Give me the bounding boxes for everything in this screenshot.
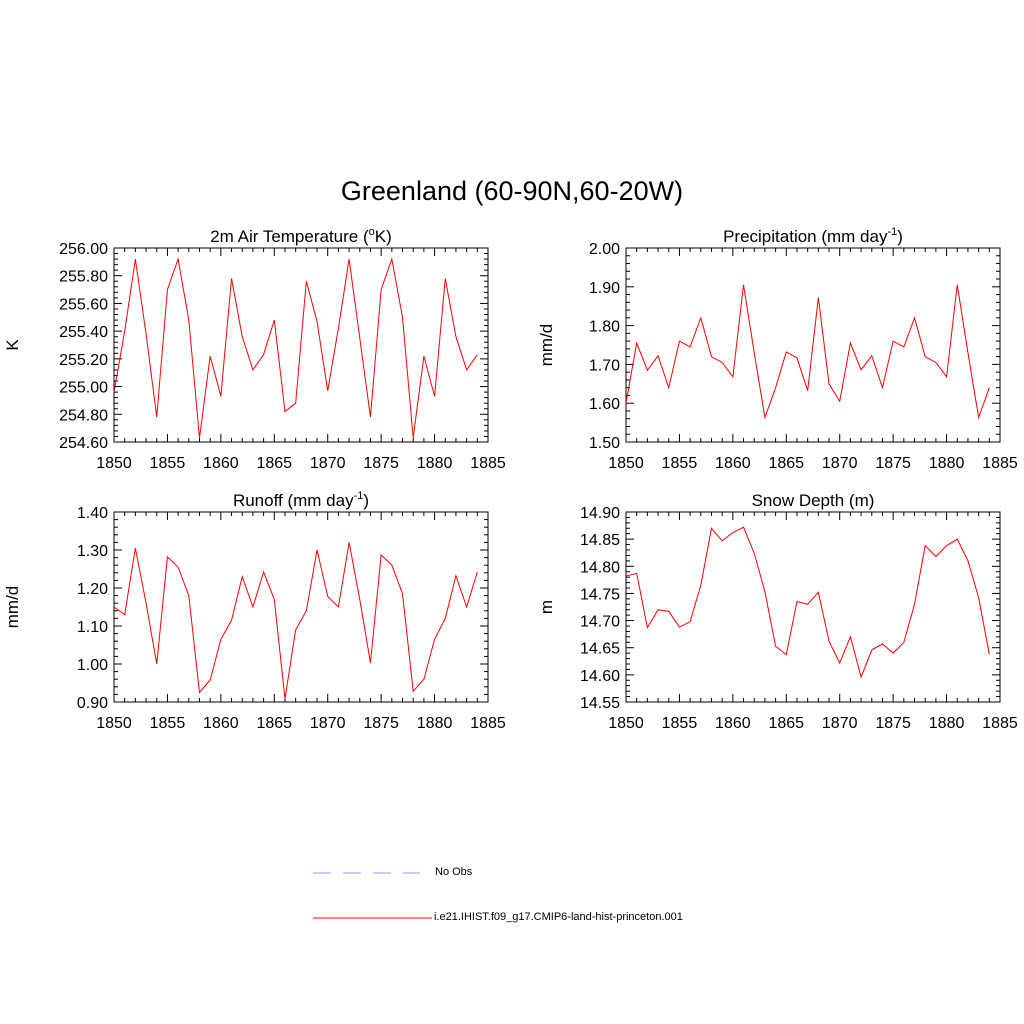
x-tick-label: 1885 [470,715,506,732]
panel-title: Snow Depth (m) [752,491,875,510]
plot-frame [625,247,1001,443]
y-axis-label: K [3,339,22,351]
panel-4: 1850 1855 1860 1865 1870 1875 1880 1885 14.55 14.… [537,491,1018,732]
y-tick-label: 1.00 [77,657,108,674]
x-tick-label: 1850 [608,715,644,732]
y-tick-label: 1.50 [589,435,620,452]
x-tick-label: 1855 [662,455,698,472]
panel-2: 1850 1855 1860 1865 1870 1875 1880 1885 1.50 1.60… [537,226,1018,472]
y-tick-label: 255.60 [59,296,108,313]
y-tick-label: 2.00 [589,241,620,258]
x-tick-label: 1850 [608,455,644,472]
y-tick-label: 1.90 [589,280,620,297]
y-tick-label: 1.30 [77,543,108,560]
y-tick-label: 255.00 [59,380,108,397]
series-line [113,542,478,700]
y-axis-label: mm/d [3,586,22,629]
x-tick-label: 1880 [417,455,453,472]
y-tick-label: 255.20 [59,352,108,369]
x-tick-label: 1885 [982,715,1018,732]
panels: 1850 1855 1860 1865 1870 1875 1880 1885 254.60 25… [3,226,1018,732]
x-tick-label: 1865 [768,715,804,732]
y-tick-label: 0.90 [77,695,108,712]
y-tick-label: 254.60 [59,435,108,452]
legend-lines [313,872,432,919]
y-tick-label: 1.40 [77,505,108,522]
x-tick-label: 1870 [310,715,346,732]
x-tick-label: 1885 [470,455,506,472]
y-tick-label: 1.10 [77,619,108,636]
figure-title: Greenland (60-90N,60-20W) [341,176,683,206]
x-tick-label: 1875 [363,455,399,472]
y-tick-label: 14.80 [580,559,620,576]
x-tick-label: 1865 [768,455,804,472]
x-tick-label: 1880 [929,715,965,732]
x-tick-label: 1880 [929,455,965,472]
x-tick-label: 1875 [875,455,911,472]
series-line [625,526,990,679]
y-tick-label: 255.80 [59,269,108,286]
x-tick-label: 1860 [715,455,751,472]
x-tick-label: 1870 [310,455,346,472]
panel-1: 1850 1855 1860 1865 1870 1875 1880 1885 254.60 25… [3,226,506,472]
x-tick-label: 1880 [417,715,453,732]
x-tick-label: 1865 [256,715,292,732]
y-tick-label: 1.80 [589,319,620,336]
y-tick-label: 14.60 [580,668,620,685]
y-axis-label: m [537,600,556,614]
series-line [625,284,990,420]
y-tick-label: 14.90 [580,505,620,522]
x-tick-label: 1875 [875,715,911,732]
plot-frame [113,247,489,443]
x-tick-label: 1855 [662,715,698,732]
y-tick-label: 14.65 [580,641,620,658]
plot-frame [113,511,489,703]
panel-title: 2m Air Temperature (oK) [210,226,392,246]
x-tick-label: 1860 [203,715,239,732]
panel-title: Runoff (mm day-1) [233,490,369,510]
x-tick-label: 1850 [96,455,132,472]
x-tick-label: 1860 [715,715,751,732]
x-tick-label: 1870 [822,455,858,472]
panel-title: Precipitation (mm day-1) [723,226,903,246]
plot-frame [625,511,1001,703]
y-tick-label: 255.40 [59,324,108,341]
y-tick-label: 14.85 [580,532,620,549]
x-tick-label: 1870 [822,715,858,732]
x-tick-label: 1875 [363,715,399,732]
x-tick-label: 1885 [982,455,1018,472]
x-tick-label: 1860 [203,455,239,472]
panel-3: 1850 1855 1860 1865 1870 1875 1880 1885 0.90 1.00… [3,490,506,732]
y-tick-label: 14.55 [580,695,620,712]
y-tick-label: 14.70 [580,614,620,631]
y-tick-label: 254.80 [59,407,108,424]
x-tick-label: 1865 [256,455,292,472]
x-tick-label: 1855 [150,715,186,732]
x-tick-label: 1855 [150,455,186,472]
y-tick-label: 256.00 [59,241,108,258]
y-tick-label: 1.20 [77,581,108,598]
y-tick-label: 1.70 [589,357,620,374]
y-tick-label: 1.60 [589,396,620,413]
series-line [113,257,478,438]
y-axis-label: mm/d [537,324,556,367]
y-tick-label: 14.75 [580,586,620,603]
x-tick-label: 1850 [96,715,132,732]
